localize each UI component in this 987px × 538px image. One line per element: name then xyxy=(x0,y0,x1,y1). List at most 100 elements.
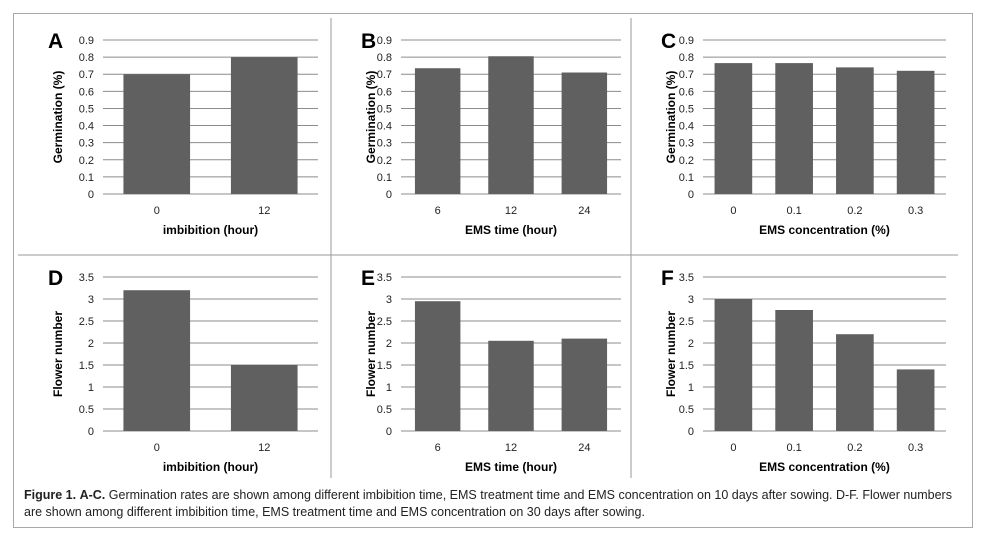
y-tick-label: 0 xyxy=(688,426,694,438)
panel-letter: B xyxy=(361,30,376,53)
bar xyxy=(561,72,608,194)
x-tick-label: 0.3 xyxy=(908,205,923,217)
y-tick-label: 3.5 xyxy=(79,272,94,284)
bar xyxy=(230,57,298,194)
x-tick-label: 0 xyxy=(730,205,736,217)
panel-d: D 0 0.5 1 1.5 2 2.5 3 3.5 0 12 imbibition (hour) Flo… xyxy=(18,255,331,492)
x-tick-label: 0.1 xyxy=(786,205,801,217)
y-tick-label: 0.8 xyxy=(79,52,94,64)
panel-letter: F xyxy=(661,267,674,290)
y-tick-label: 0 xyxy=(88,189,94,201)
y-axis-title: Flower number xyxy=(364,311,378,397)
y-tick-label: 0.7 xyxy=(679,69,694,81)
y-tick-label: 1.5 xyxy=(377,360,392,372)
y-axis-title: Flower number xyxy=(664,311,678,397)
y-tick-label: 0 xyxy=(688,189,694,201)
bar xyxy=(775,310,813,431)
bar xyxy=(836,67,874,194)
bar xyxy=(896,70,935,194)
y-axis-title: Flower number xyxy=(51,311,65,397)
y-tick-label: 0.3 xyxy=(377,138,392,150)
y-tick-label: 0.8 xyxy=(679,52,694,64)
y-tick-label: 1.5 xyxy=(679,360,694,372)
caption-text: Germination rates are shown among differ… xyxy=(24,488,952,519)
caption-panels: A-C. xyxy=(79,488,106,502)
y-tick-label: 0.6 xyxy=(679,86,694,98)
panel-b: B 0 0.1 0.2 0.3 0.4 0.5 0.6 0.7 0.8 0.9 6 12 24 EMS ti… xyxy=(331,18,631,255)
y-tick-label: 2 xyxy=(386,338,392,350)
bar xyxy=(414,301,461,431)
chart-f: F 0 0.5 1 1.5 2 2.5 3 3.5 0 0.1 0.2 0.3 EMS concentra… xyxy=(661,267,946,474)
y-tick-label: 0.1 xyxy=(679,172,694,184)
x-tick-label: 12 xyxy=(505,442,517,454)
panel-letter: A xyxy=(48,30,63,53)
x-tick-label: 0 xyxy=(730,442,736,454)
x-tick-label: 6 xyxy=(435,205,441,217)
y-tick-label: 0.1 xyxy=(79,172,94,184)
bar xyxy=(714,63,753,194)
y-tick-label: 0.5 xyxy=(377,103,392,115)
x-tick-label: 0.3 xyxy=(908,442,923,454)
bar xyxy=(488,340,534,431)
bar xyxy=(561,338,608,431)
x-tick-label: 0.1 xyxy=(786,442,801,454)
y-tick-label: 0.4 xyxy=(679,121,694,133)
y-tick-label: 0.5 xyxy=(679,404,694,416)
chart-e: E 0 0.5 1 1.5 2 2.5 3 3.5 6 12 24 EMS time (hour) Flo… xyxy=(361,267,621,474)
y-tick-label: 1 xyxy=(386,382,392,394)
x-tick-label: 12 xyxy=(258,205,270,217)
y-tick-label: 0.9 xyxy=(679,35,694,47)
figure-caption: Figure 1. A-C. Germination rates are sho… xyxy=(24,487,969,521)
bar xyxy=(123,74,191,194)
y-tick-label: 0.5 xyxy=(377,404,392,416)
panel-letter: E xyxy=(361,267,375,290)
panel-f: F 0 0.5 1 1.5 2 2.5 3 3.5 0 0.1 0.2 0.3 EMS concentra… xyxy=(631,255,958,492)
bar xyxy=(488,56,534,194)
y-tick-label: 3.5 xyxy=(377,272,392,284)
panel-a: A 0 0.1 0.2 0.3 0.4 0.5 0.6 0.7 0.8 0.9 0 12 imbibiti… xyxy=(18,18,331,255)
y-tick-label: 2 xyxy=(688,338,694,350)
y-tick-label: 2 xyxy=(88,338,94,350)
x-axis-title: EMS concentration (%) xyxy=(759,460,890,474)
y-tick-label: 2.5 xyxy=(377,316,392,328)
x-axis-title: imbibition (hour) xyxy=(163,460,258,474)
y-tick-label: 0.4 xyxy=(79,121,94,133)
x-tick-label: 24 xyxy=(578,205,590,217)
y-tick-label: 0.5 xyxy=(79,103,94,115)
y-tick-label: 0.7 xyxy=(79,69,94,81)
y-tick-label: 3 xyxy=(88,294,94,306)
x-tick-label: 0.2 xyxy=(847,205,862,217)
y-tick-label: 0.1 xyxy=(377,172,392,184)
x-axis-title: EMS time (hour) xyxy=(465,223,557,237)
y-tick-label: 0.5 xyxy=(79,404,94,416)
chart-b: B 0 0.1 0.2 0.3 0.4 0.5 0.6 0.7 0.8 0.9 6 12 24 EMS ti… xyxy=(361,30,621,237)
chart-a: A 0 0.1 0.2 0.3 0.4 0.5 0.6 0.7 0.8 0.9 0 12imbibiti… xyxy=(48,30,318,237)
x-axis-title: imbibition (hour) xyxy=(163,223,258,237)
y-tick-label: 0.6 xyxy=(79,86,94,98)
y-tick-label: 1 xyxy=(88,382,94,394)
y-tick-label: 0.6 xyxy=(377,86,392,98)
chart-c: C 0 0.1 0.2 0.3 0.4 0.5 0.6 0.7 0.8 0.9 0 0.1 0.2 0.3 E… xyxy=(661,30,946,237)
y-tick-label: 0.7 xyxy=(377,69,392,81)
y-tick-label: 0.3 xyxy=(79,138,94,150)
y-tick-label: 3 xyxy=(386,294,392,306)
y-tick-label: 0.2 xyxy=(377,155,392,167)
x-tick-label: 12 xyxy=(505,205,517,217)
bar xyxy=(714,299,753,431)
y-tick-label: 0.5 xyxy=(679,103,694,115)
y-tick-label: 2.5 xyxy=(679,316,694,328)
bar xyxy=(775,63,813,194)
y-tick-label: 0.3 xyxy=(679,138,694,150)
panel-letter: C xyxy=(661,30,676,53)
panel-dividers xyxy=(18,18,958,478)
y-tick-label: 0.2 xyxy=(679,155,694,167)
panel-e: E 0 0.5 1 1.5 2 2.5 3 3.5 6 12 24 EMS time (hour) Flo… xyxy=(331,255,631,492)
x-tick-label: 12 xyxy=(258,442,270,454)
y-tick-label: 0.4 xyxy=(377,121,392,133)
y-tick-label: 0.9 xyxy=(377,35,392,47)
y-tick-label: 3.5 xyxy=(679,272,694,284)
y-tick-label: 2.5 xyxy=(79,316,94,328)
y-tick-label: 0.9 xyxy=(79,35,94,47)
panel-c: C 0 0.1 0.2 0.3 0.4 0.5 0.6 0.7 0.8 0.9 0 0.1 0.2 0.3 E… xyxy=(631,18,958,255)
